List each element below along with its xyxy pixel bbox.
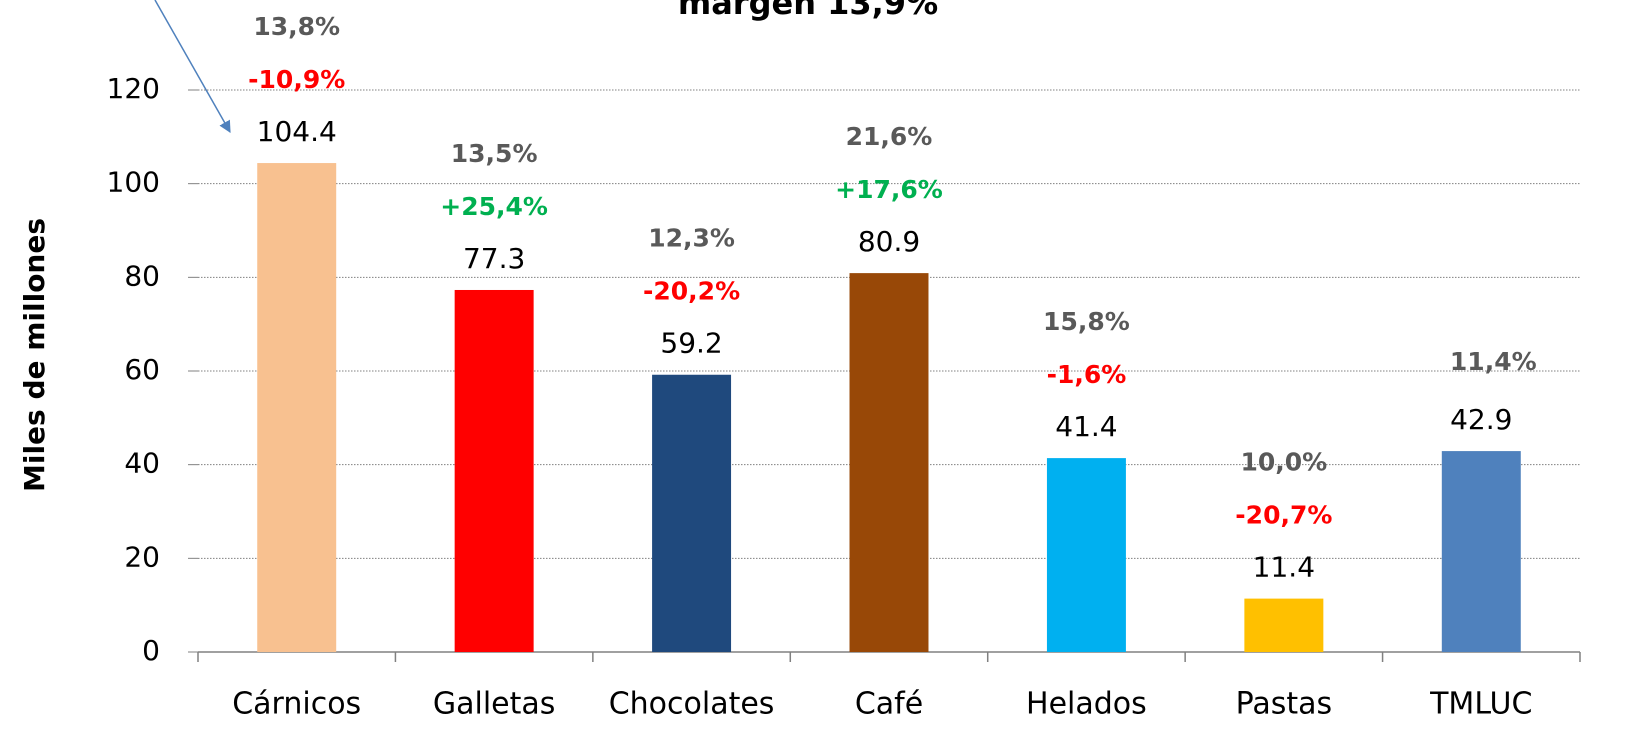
bar — [1244, 598, 1324, 652]
y-axis-title: Miles de millones — [18, 218, 51, 492]
value-label: 80.9 — [858, 225, 920, 258]
bar — [1046, 458, 1126, 652]
value-label: 104.4 — [257, 115, 337, 148]
change-label: -1,6% — [1047, 360, 1127, 389]
bar — [257, 163, 337, 652]
y-tick-label: 120 — [107, 72, 160, 105]
value-label: 11.4 — [1253, 551, 1315, 584]
x-tick-label: TMLUC — [1429, 687, 1532, 722]
value-label: 77.3 — [463, 242, 525, 275]
change-label: +25,4% — [440, 192, 548, 221]
bar — [652, 374, 732, 652]
margin-label: 15,8% — [1043, 307, 1130, 336]
y-tick-label: 80 — [124, 259, 160, 292]
x-tick-label: Chocolates — [609, 687, 775, 722]
y-tick-label: 20 — [124, 540, 160, 573]
y-tick-label: 60 — [124, 353, 160, 386]
margin-label: 13,5% — [451, 139, 538, 168]
change-label: -20,7% — [1235, 501, 1332, 530]
x-tick-label: Helados — [1026, 687, 1147, 722]
y-tick-label: 100 — [107, 166, 160, 199]
margin-label: 10,0% — [1240, 448, 1327, 477]
change-label: -10,9% — [248, 65, 345, 94]
change-label: -20,2% — [643, 277, 740, 306]
y-tick-label: 40 — [124, 447, 160, 480]
margin-label: 13,8% — [253, 12, 340, 41]
change-label: +17,6% — [835, 175, 943, 204]
chart-title: margen 13,9% — [678, 0, 938, 22]
bar — [454, 289, 534, 652]
x-tick-label: Galletas — [433, 687, 556, 722]
bar — [849, 273, 929, 652]
value-label: 42.9 — [1450, 403, 1512, 436]
x-tick-label: Café — [855, 687, 923, 722]
margin-label: 12,3% — [648, 224, 735, 253]
bar — [1441, 451, 1521, 652]
x-tick-label: Pastas — [1236, 687, 1333, 722]
value-label: 41.4 — [1055, 410, 1117, 443]
value-label: 59.2 — [660, 327, 722, 360]
margin-label: 11,4% — [1450, 347, 1537, 376]
margin-label: 21,6% — [846, 122, 933, 151]
x-tick-label: Cárnicos — [232, 687, 361, 722]
y-tick-label: 0 — [142, 634, 160, 667]
arrow — [154, 0, 231, 134]
